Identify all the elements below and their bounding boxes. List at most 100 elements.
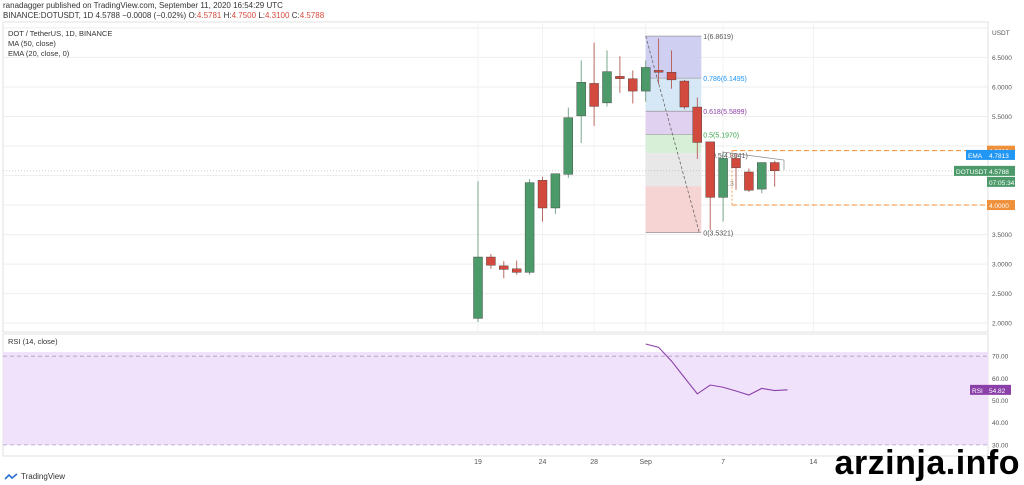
candle-body [550, 173, 561, 209]
legend-title: DOT / TetherUS, 1D, BINANCE [8, 29, 112, 38]
candle-body [628, 78, 638, 92]
countdown-badge-bg [987, 176, 1015, 187]
time-tick: 14 [810, 459, 818, 466]
rsi-tick: 30.00 [992, 442, 1009, 449]
candle-body [731, 158, 741, 169]
fib-secondary-bracket [721, 151, 785, 170]
pair-badge-value: 4.5788 [989, 169, 1009, 176]
fib-retracement: 1(6.8619) 0.786(6.1495) 0.618(5.5899) 0.5(5… [645, 34, 785, 238]
rsi-badge-label-bg [970, 384, 987, 395]
candle-body [641, 67, 651, 92]
candle-body [757, 162, 767, 190]
time-axis: 19 24 28 Sep 7 14 [474, 459, 817, 466]
site-watermark: arzinja.info [834, 444, 1020, 482]
fib-label: 0.5(5.1970) [703, 132, 739, 139]
tradingview-brand[interactable]: TradingView [4, 472, 65, 481]
support-badge-bg [987, 200, 1015, 211]
ema-badge-label-bg [966, 149, 987, 160]
candle-body [512, 268, 522, 273]
low-value: 4.3100 [264, 11, 290, 20]
ema-badge-label: EMA [968, 153, 983, 160]
time-tick: 28 [590, 459, 598, 466]
rsi-line [645, 343, 788, 396]
price-tick: 6.0000 [992, 84, 1012, 91]
time-tick: 24 [539, 459, 547, 466]
candle-body [589, 83, 599, 107]
fib-band [645, 78, 702, 112]
candle-body [653, 70, 664, 73]
fib-label: 0.618(5.5899) [703, 109, 747, 116]
countdown-badge: 07:05:34 [989, 180, 1015, 187]
time-tick: 19 [474, 459, 482, 466]
change-text: −0.0008 (−0.02%) [122, 11, 187, 20]
rsi-badge-value-bg [987, 384, 1011, 395]
fib-partial-label: 0.5(4.8041) [712, 153, 748, 160]
rsi-tick: 50.00 [992, 398, 1009, 405]
price-tick: 3.5000 [992, 232, 1012, 239]
pair-badge-value-bg [987, 165, 1015, 176]
time-tick: Sep [639, 459, 652, 466]
candle-body [615, 76, 625, 79]
price-axis: USDT 6.5000 6.0000 5.5000 3.5000 3.0000 2.5000… [992, 30, 1012, 449]
open-label: O: [188, 11, 197, 20]
candle-body [602, 71, 612, 104]
chart-background [2, 21, 989, 457]
rsi-series [645, 343, 788, 396]
low-label: L: [258, 11, 265, 20]
last-price-text: 4.5788 [95, 11, 120, 20]
candle-body [705, 141, 715, 198]
fib-label: 0(3.5321) [703, 231, 733, 238]
fib-label: 1(6.8619) [703, 34, 733, 41]
fib-band [645, 111, 702, 135]
fib-band [645, 134, 702, 154]
candle-body [692, 106, 702, 143]
candle-body [486, 256, 496, 266]
rsi-tick: 70.00 [992, 354, 1009, 361]
rsi-tick: 60.00 [992, 376, 1009, 383]
candle-body [718, 158, 728, 198]
candle-body [473, 256, 483, 319]
candle-body [770, 162, 780, 172]
price-tick: 2.5000 [992, 291, 1012, 298]
price-tick: 2.0000 [992, 321, 1012, 328]
fib-label: 0.786(6.1495) [703, 76, 747, 83]
ema-badge-value: 4.7813 [989, 153, 1009, 160]
rsi-badge-label: RSI [972, 388, 983, 395]
fib-trend-line [645, 35, 700, 233]
candle-body [744, 171, 754, 191]
candle-body [563, 117, 573, 175]
symbol-ohlc-line: BINANCE:DOTUSDT, 1D 4.5788 −0.0008 (−0.0… [3, 11, 324, 20]
fib-partial-label: 4.3 [724, 181, 734, 188]
brand-text: TradingView [21, 472, 66, 481]
candle-body [679, 80, 690, 108]
candles [473, 38, 780, 322]
fib-band [645, 153, 702, 187]
tradingview-logo-icon [4, 472, 18, 480]
candle-body [666, 71, 677, 81]
price-badges: 4.92104.0000EMA4.7813DOTUSDT4.578807:05:… [954, 145, 1015, 395]
price-tick: 5.5000 [992, 114, 1012, 121]
high-value: 4.7500 [231, 11, 257, 20]
ema-badge-value-bg [987, 149, 1015, 160]
high-label: H: [223, 11, 232, 20]
rsi-badge-value: 54.82 [989, 388, 1006, 395]
legend-ema: EMA (20, close, 0) [8, 49, 70, 58]
pair-badge-label: DOTUSDT [956, 169, 987, 176]
rsi-tick: 40.00 [992, 420, 1009, 427]
candle-body [537, 180, 548, 209]
close-label: C: [291, 11, 300, 20]
symbol-text: BINANCE:DOTUSDT, 1D [3, 11, 94, 20]
time-tick: 7 [721, 459, 725, 466]
candle-body [576, 82, 586, 117]
fib-band [645, 186, 702, 233]
rsi-band [3, 352, 988, 445]
pair-badge-label-bg [954, 165, 987, 176]
close-value: 4.5788 [299, 11, 325, 20]
currency-label: USDT [992, 30, 1010, 37]
support-badge-text: 4.0000 [989, 203, 1009, 210]
candle-body [524, 182, 535, 273]
legend-ma: MA (50, close) [8, 39, 56, 48]
price-tick: 3.0000 [992, 262, 1012, 269]
price-tick: 6.5000 [992, 55, 1012, 62]
